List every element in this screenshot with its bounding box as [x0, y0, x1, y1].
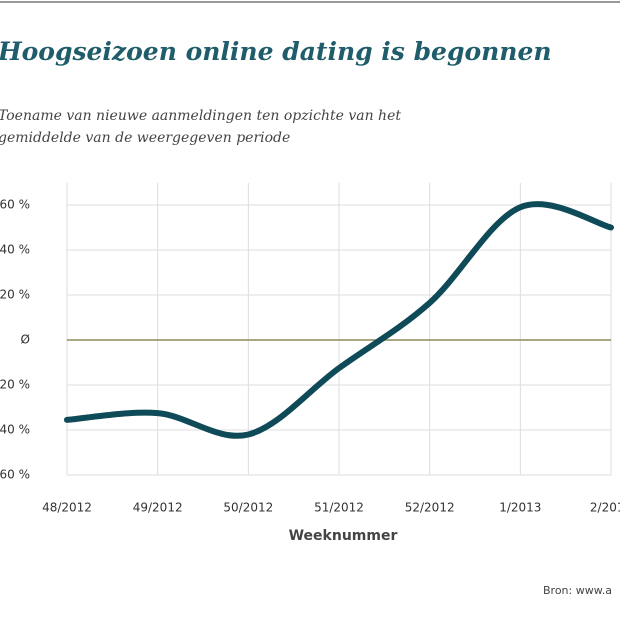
y-tick-label: 20 % — [0, 288, 30, 302]
x-axis-label: Weeknummer — [289, 528, 398, 544]
y-tick-label: -40 % — [0, 423, 30, 437]
x-tick-label: 48/2012 — [42, 501, 92, 515]
y-tick-label: -60 % — [0, 468, 30, 482]
x-tick-label: 51/2012 — [314, 501, 364, 515]
y-tick-label: Ø — [21, 333, 30, 347]
y-tick-label: -20 % — [0, 378, 30, 392]
chart-title: Hoogseizoen online dating is begonnen — [0, 37, 552, 66]
x-tick-label: 2/2013 — [590, 501, 620, 515]
subtitle: Toename van nieuwe aanmeldingen ten opzi… — [0, 108, 401, 124]
x-tick-label: 52/2012 — [405, 501, 455, 515]
data-line — [64, 201, 614, 439]
subtitle: gemiddelde van de weergegeven periode — [0, 130, 290, 146]
x-tick-label: 49/2012 — [133, 501, 183, 515]
source: Bron: www.a — [543, 584, 612, 597]
y-tick-label: 40 % — [0, 243, 30, 257]
y-tick-label: 60 % — [0, 198, 30, 212]
x-tick-label: 1/2013 — [499, 501, 541, 515]
x-tick-label: 50/2012 — [223, 501, 273, 515]
